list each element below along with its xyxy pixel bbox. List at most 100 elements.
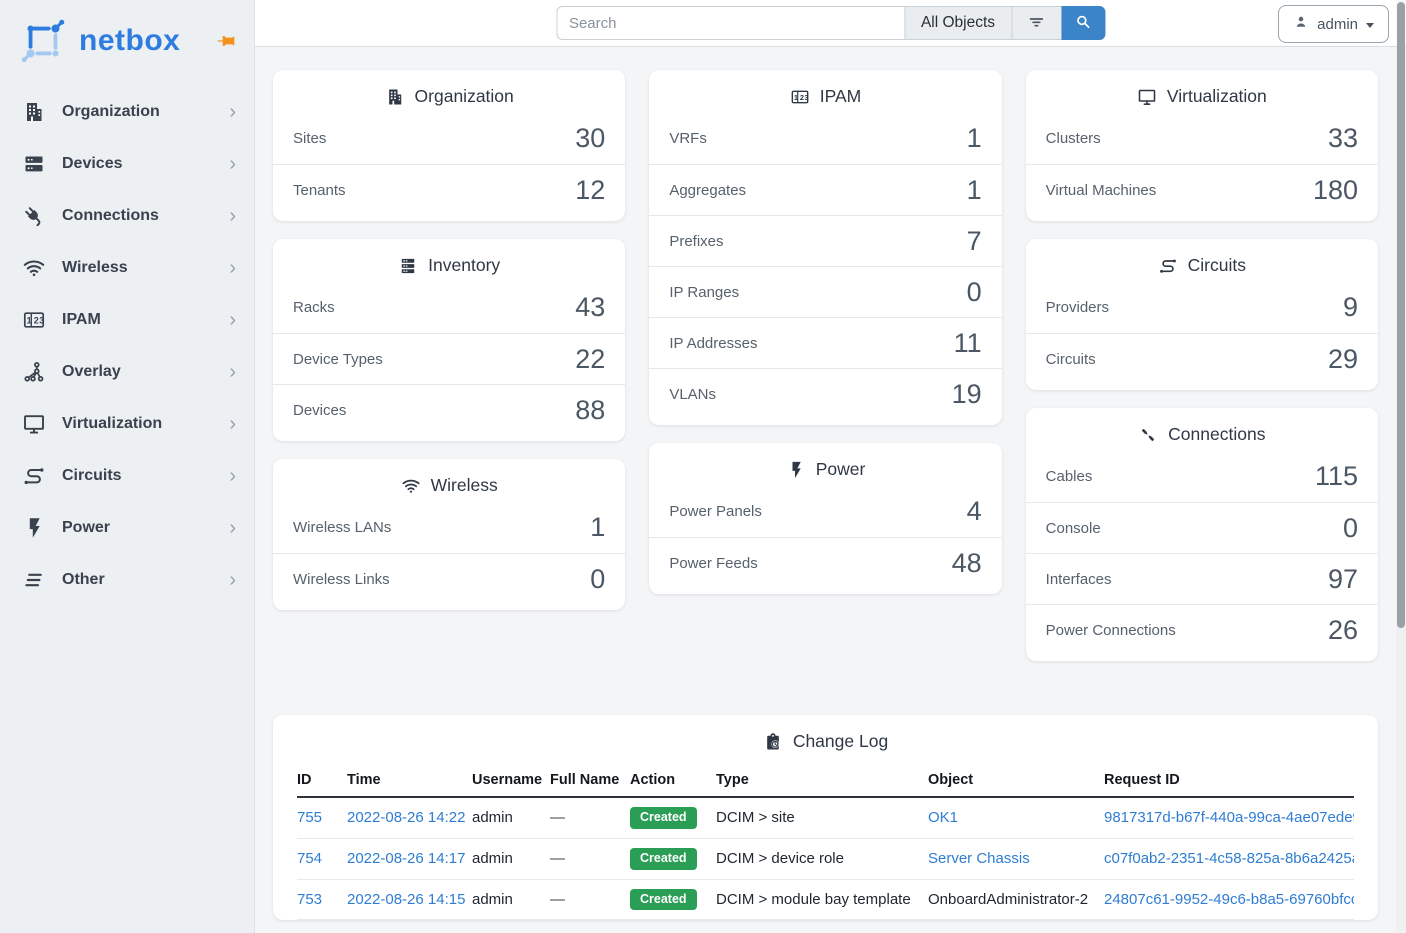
sidebar-item-power[interactable]: Power › <box>0 502 254 554</box>
monitor-icon <box>22 412 46 436</box>
stat-value-link[interactable]: 0 <box>966 276 982 307</box>
stat-value-link[interactable]: 22 <box>575 343 606 374</box>
card-title: Virtualization <box>1026 70 1378 113</box>
svg-text:1: 1 <box>27 316 32 326</box>
topbar: All Objects admin <box>255 0 1406 47</box>
search-scope-dropdown[interactable]: All Objects <box>903 6 1012 40</box>
sidebar: netbox Organization › Devices › Connections ›… <box>0 0 255 933</box>
stat-label: VLANs <box>669 385 717 403</box>
stat-value-link[interactable]: 0 <box>590 563 606 594</box>
sidebar-item-label: Wireless <box>62 259 128 276</box>
sidebar-item-ipam[interactable]: 1 2 3 IPAM › <box>0 294 254 346</box>
changelog-username: admin <box>472 850 513 868</box>
stat-value-link[interactable]: 180 <box>1312 174 1358 205</box>
search-input[interactable] <box>555 6 904 40</box>
changelog-time-link[interactable]: 2022-08-26 14:22 <box>347 809 466 827</box>
brand[interactable]: netbox <box>0 0 254 78</box>
stat-label: Virtual Machines <box>1045 181 1157 199</box>
cards-column: Virtualization Clusters 33 Virtual Machines… <box>1025 70 1378 679</box>
building-icon <box>22 100 46 124</box>
stat-label: Interfaces <box>1045 570 1112 588</box>
changelog-fullname: — <box>550 809 565 827</box>
stat-label: Device Types <box>293 350 383 368</box>
column-header-object: Object <box>928 766 1104 798</box>
stat-label: Circuits <box>1045 350 1096 368</box>
search-icon <box>1075 13 1092 33</box>
stat-value-link[interactable]: 19 <box>951 378 982 409</box>
sidebar-item-overlay[interactable]: Overlay › <box>0 346 254 398</box>
search-submit-button[interactable] <box>1061 6 1106 40</box>
stats-cards-grid: Organization Sites 30 Tenants 12 Inventory Rac… <box>273 70 1378 679</box>
changelog-request-id-link[interactable]: c07f0ab2-2351-4c58-825a-8b6a2425a1ab <box>1104 850 1354 868</box>
changelog-id-link[interactable]: 755 <box>297 809 323 827</box>
stat-value-link[interactable]: 7 <box>966 225 982 256</box>
changelog-row: 753 2022-08-26 14:15 admin — Created DCIM > m… <box>297 879 1354 921</box>
stat-row-tenants: Tenants 12 <box>273 164 626 215</box>
scrollbar-thumb[interactable] <box>1397 2 1405 628</box>
stat-value-link[interactable]: 88 <box>575 394 606 425</box>
stat-value-link[interactable]: 33 <box>1327 123 1358 153</box>
stat-row-ip-ranges: IP Ranges 0 <box>649 266 1002 317</box>
card-body: Racks 43 Device Types 22 Devices 88 <box>273 282 626 441</box>
stat-value-link[interactable]: 97 <box>1327 563 1358 594</box>
stat-row-interfaces: Interfaces 97 <box>1025 553 1378 604</box>
changelog-row: 755 2022-08-26 14:22 admin — Created DCIM > s… <box>297 797 1354 839</box>
pin-sidebar-icon[interactable] <box>216 31 236 51</box>
changelog-id-link[interactable]: 753 <box>297 890 323 908</box>
chevron-right-icon: › <box>229 101 236 123</box>
filter-button[interactable] <box>1011 6 1062 40</box>
sidebar-item-other[interactable]: Other › <box>0 554 254 606</box>
brand-name: netbox <box>79 24 181 57</box>
stat-value-link[interactable]: 1 <box>966 174 982 205</box>
sidebar-item-devices[interactable]: Devices › <box>0 138 254 190</box>
sidebar-item-wireless[interactable]: Wireless › <box>0 242 254 294</box>
stat-label: Providers <box>1045 299 1110 316</box>
stat-value-link[interactable]: 1 <box>966 123 982 153</box>
sidebar-nav: Organization › Devices › Connections › Wireles… <box>0 86 254 606</box>
sidebar-item-label: Connections <box>62 207 159 224</box>
stat-label: Tenants <box>293 181 346 199</box>
sidebar-item-connections[interactable]: Connections › <box>0 190 254 242</box>
stat-value-link[interactable]: 48 <box>951 547 982 578</box>
stat-value-link[interactable]: 29 <box>1327 343 1358 374</box>
sidebar-item-organization[interactable]: Organization › <box>0 86 254 138</box>
changelog-request-id-link[interactable]: 9817317d-b67f-440a-99ca-4ae07ede94df <box>1104 809 1354 827</box>
stat-value-link[interactable]: 30 <box>575 123 606 153</box>
search-group: All Objects <box>555 6 1106 40</box>
card-circuits: Circuits Providers 9 Circuits 29 <box>1025 239 1378 390</box>
sidebar-item-label: Organization <box>62 103 160 120</box>
stat-value-link[interactable]: 1 <box>590 512 606 542</box>
stat-row-device-types: Device Types 22 <box>273 333 626 384</box>
stat-value-link[interactable]: 0 <box>1342 512 1358 543</box>
stat-value-link[interactable]: 43 <box>575 292 606 322</box>
column-header-username: Username <box>472 766 550 798</box>
stat-value-link[interactable]: 11 <box>953 327 982 358</box>
changelog-time-link[interactable]: 2022-08-26 14:17 <box>347 850 466 868</box>
stat-label: Power Connections <box>1045 621 1176 639</box>
stat-value-link[interactable]: 26 <box>1327 614 1358 645</box>
monitor-icon <box>1137 87 1157 107</box>
sidebar-item-virtualization[interactable]: Virtualization › <box>0 398 254 450</box>
changelog-request-id-link[interactable]: 24807c61-9952-49c6-b8a5-69760bfcc4b3 <box>1104 890 1354 908</box>
svg-text:2: 2 <box>800 93 804 102</box>
stat-value-link[interactable]: 115 <box>1314 461 1358 491</box>
user-menu-button[interactable]: admin <box>1278 5 1389 43</box>
chevron-right-icon: › <box>229 465 236 487</box>
sidebar-item-circuits[interactable]: Circuits › <box>0 450 254 502</box>
building-icon <box>385 87 405 107</box>
column-header-time: Time <box>347 766 472 798</box>
action-created-badge: Created <box>630 807 697 829</box>
changelog-object-link[interactable]: OK1 <box>928 809 959 827</box>
changelog-time-link[interactable]: 2022-08-26 14:15 <box>347 890 466 908</box>
stat-value-link[interactable]: 9 <box>1342 292 1358 322</box>
dashboard-content: Organization Sites 30 Tenants 12 Inventory Rac… <box>255 47 1406 933</box>
stat-value-link[interactable]: 12 <box>575 174 606 205</box>
changelog-object-link[interactable]: Server Chassis <box>928 850 1030 868</box>
cards-column: Organization Sites 30 Tenants 12 Inventory Rac… <box>273 70 626 628</box>
changelog-id-link[interactable]: 754 <box>297 850 323 868</box>
stat-row-providers: Providers 9 <box>1026 282 1378 333</box>
chevron-right-icon: › <box>229 257 236 279</box>
card-title: Organization <box>273 70 625 113</box>
stat-value-link[interactable]: 4 <box>966 496 982 526</box>
